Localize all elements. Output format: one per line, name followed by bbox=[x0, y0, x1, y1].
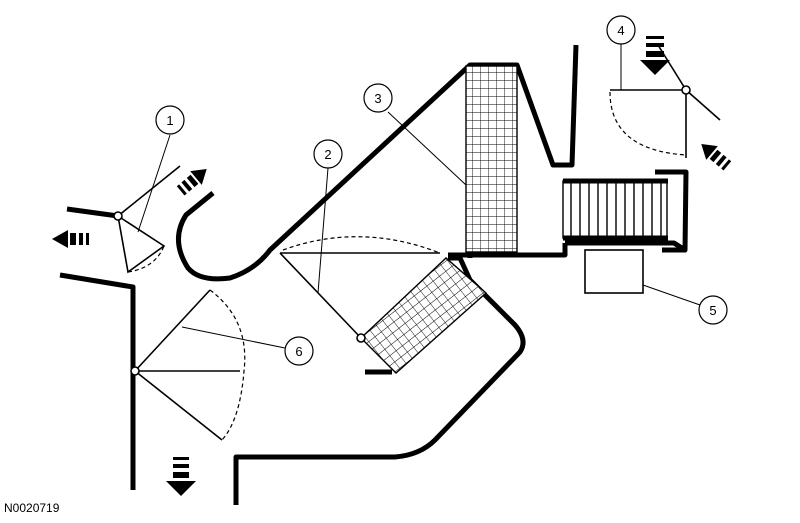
callout-3: 3 bbox=[363, 83, 467, 186]
panel-door-1 bbox=[113, 165, 181, 274]
callout-1: 1 bbox=[137, 105, 185, 233]
callout-label-5: 5 bbox=[709, 303, 716, 318]
airflow-arrow-fresh bbox=[640, 36, 670, 75]
callout-5: 5 bbox=[642, 284, 728, 325]
callout-label-3: 3 bbox=[374, 91, 381, 106]
duct-walls bbox=[59, 44, 689, 505]
callout-label-2: 2 bbox=[324, 147, 331, 162]
figure-id: N0020719 bbox=[4, 501, 60, 515]
blower-motor bbox=[584, 249, 644, 294]
airflow-arrow-left bbox=[52, 230, 89, 248]
blend-door-2 bbox=[279, 236, 441, 343]
blower-wheel bbox=[562, 178, 668, 241]
heater-core bbox=[465, 65, 518, 253]
callout-6: 6 bbox=[181, 326, 314, 366]
callout-label-1: 1 bbox=[166, 113, 173, 128]
callout-label-6: 6 bbox=[295, 344, 302, 359]
airflow-arrow-floor bbox=[166, 457, 196, 496]
callout-2: 2 bbox=[313, 139, 343, 294]
airflow-arrow-recirc bbox=[701, 144, 732, 171]
evaporator-core bbox=[359, 257, 488, 374]
callout-4: 4 bbox=[606, 15, 636, 90]
airflow-arrow-defrost bbox=[176, 169, 207, 196]
recirc-door-4 bbox=[609, 44, 721, 158]
mode-door-6 bbox=[130, 289, 246, 441]
callout-label-4: 4 bbox=[617, 23, 624, 38]
